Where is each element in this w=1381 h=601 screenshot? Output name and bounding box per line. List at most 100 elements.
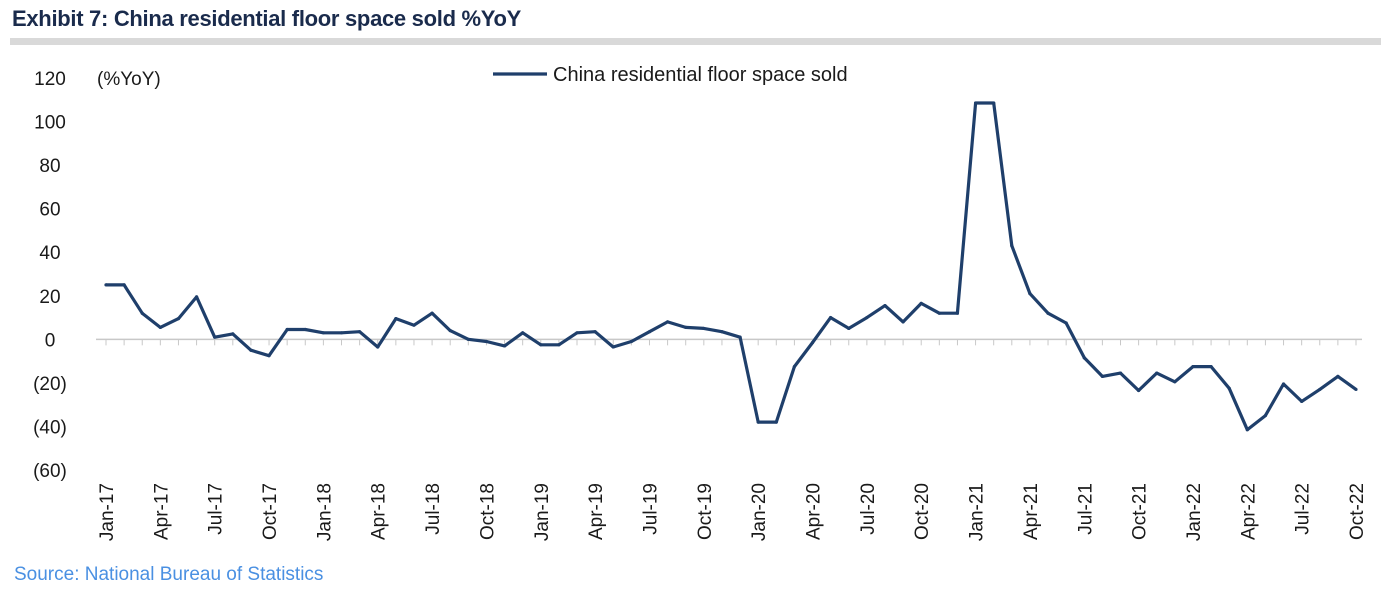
x-tick-label: Apr-22 (1238, 483, 1259, 540)
data-point (1245, 428, 1249, 432)
x-tick-label: Jul-17 (206, 483, 227, 535)
data-point (1028, 292, 1032, 296)
data-point (702, 326, 706, 331)
data-point (1281, 382, 1286, 386)
data-point (285, 327, 289, 332)
data-point (883, 303, 887, 308)
data-point (249, 348, 253, 352)
data-point (665, 320, 670, 324)
data-point (140, 311, 144, 315)
x-tick-label: Jan-22 (1184, 483, 1205, 541)
data-point (1046, 311, 1050, 315)
data-point (684, 325, 688, 329)
data-point (484, 339, 489, 344)
x-tick-label: Jul-19 (640, 483, 661, 535)
y-tick-label: 60 (39, 200, 60, 221)
data-point (448, 329, 452, 333)
data-point (738, 335, 742, 339)
data-point (829, 315, 833, 320)
data-point (756, 420, 760, 424)
data-point (213, 335, 217, 339)
y-tick-label: 120 (34, 69, 66, 90)
data-point (466, 337, 470, 341)
data-point (1227, 386, 1231, 390)
data-point (1300, 399, 1304, 403)
data-point (1155, 371, 1159, 375)
x-tick-label: Jul-20 (858, 483, 879, 535)
x-tick-label: Apr-18 (369, 483, 390, 540)
data-point (774, 420, 778, 424)
data-point (231, 332, 235, 336)
data-point (521, 331, 525, 335)
data-point (1209, 364, 1213, 369)
data-point (122, 283, 126, 287)
data-point (412, 323, 416, 327)
data-point (158, 325, 162, 329)
data-point (502, 344, 507, 348)
y-tick-label: 20 (39, 287, 60, 308)
x-tick-label: Jan-19 (532, 483, 553, 541)
data-point (339, 331, 344, 335)
data-point (1191, 364, 1195, 369)
data-point (358, 330, 362, 334)
data-point (1082, 356, 1086, 360)
x-axis-ticks: Jan-17 Apr-17 Jul-17 Oct-17 Jan-18 Apr-18 Jul-… (97, 339, 1368, 541)
chart-title: Exhibit 7: China residential floor space… (12, 6, 522, 31)
data-point (937, 311, 941, 315)
data-point (792, 364, 797, 369)
x-tick-label: Jan-21 (967, 483, 988, 541)
data-point (267, 354, 271, 358)
data-point (647, 330, 652, 334)
source-note: Source: National Bureau of Statistics (14, 564, 324, 585)
legend: China residential floor space sold (493, 64, 848, 86)
data-point (1173, 380, 1177, 384)
data-point (539, 343, 543, 347)
x-tick-label: Jul-21 (1075, 483, 1096, 535)
data-point (992, 101, 996, 105)
data-point (321, 331, 325, 335)
x-tick-label: Oct-21 (1130, 483, 1151, 540)
data-point (847, 326, 851, 331)
data-point (919, 301, 923, 305)
x-tick-label: Oct-18 (477, 483, 498, 540)
x-tick-label: Apr-20 (804, 483, 825, 540)
y-axis-unit-label: (%YoY) (97, 69, 161, 90)
data-point (720, 330, 724, 334)
data-point (593, 330, 597, 334)
y-tick-label: 80 (39, 156, 60, 177)
data-point (575, 331, 579, 335)
data-point (901, 320, 905, 324)
x-tick-label: Jan-17 (97, 483, 118, 541)
x-tick-label: Jan-20 (749, 483, 770, 541)
data-point (1318, 387, 1322, 392)
x-tick-label: Jul-18 (423, 483, 444, 535)
data-point (1064, 321, 1068, 325)
data-point (557, 343, 561, 347)
y-tick-label: 0 (45, 330, 56, 351)
y-tick-label: (60) (33, 461, 67, 482)
data-point (376, 345, 380, 349)
data-point (1336, 374, 1340, 378)
data-point (865, 315, 869, 320)
data-point (1137, 388, 1141, 393)
x-tick-label: Oct-17 (260, 483, 281, 540)
x-tick-label: Jul-22 (1293, 483, 1314, 535)
data-point (1263, 413, 1268, 418)
y-tick-label: 100 (34, 113, 66, 134)
data-point (955, 311, 960, 315)
y-tick-label: 40 (39, 243, 60, 264)
data-point (1010, 244, 1014, 248)
data-point (1354, 387, 1358, 392)
data-point (176, 317, 181, 321)
y-tick-label: (40) (33, 417, 67, 438)
series-points (104, 101, 1358, 432)
data-point (1100, 374, 1104, 378)
x-tick-label: Oct-19 (695, 483, 716, 540)
data-point (394, 317, 398, 321)
data-point (1118, 371, 1123, 375)
x-tick-label: Oct-20 (912, 483, 933, 540)
x-tick-label: Jan-18 (314, 483, 335, 541)
data-point (104, 283, 108, 287)
data-point (611, 345, 615, 349)
